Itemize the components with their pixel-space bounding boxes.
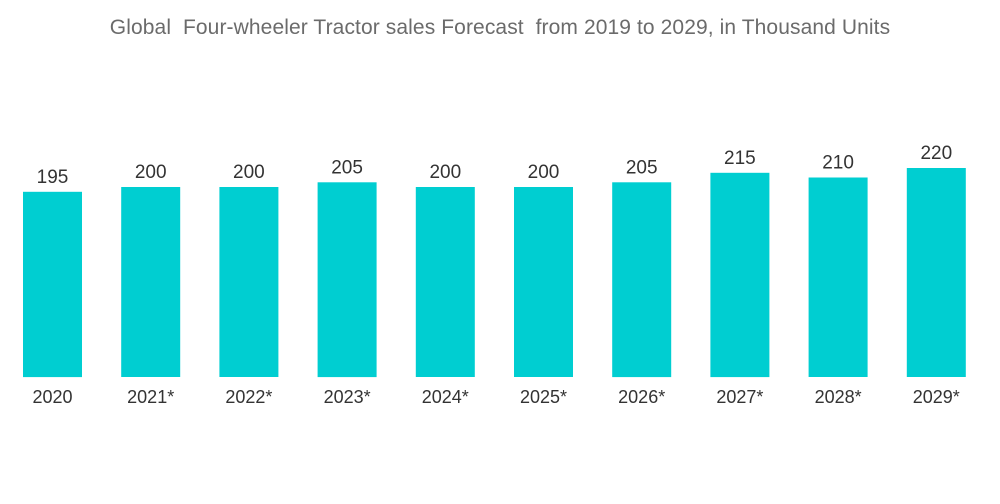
data-label-2022: 200 xyxy=(233,162,265,183)
x-tick-label-2027: 2027* xyxy=(716,387,763,407)
data-label-2026: 205 xyxy=(626,157,658,178)
x-tick-label-2026: 2026* xyxy=(618,387,665,407)
data-label-2023: 205 xyxy=(331,157,363,178)
data-label-2028: 210 xyxy=(822,153,854,174)
value-labels-group: 195 200 200 205 200 200 205 215 210 220 xyxy=(37,143,953,188)
bar-2024 xyxy=(415,187,475,377)
data-label-2027: 215 xyxy=(724,148,756,169)
data-label-2024: 200 xyxy=(429,162,461,183)
data-label-2021: 200 xyxy=(135,162,167,183)
bar-2023 xyxy=(317,182,377,378)
x-tick-label-2022: 2022* xyxy=(225,387,272,407)
bar-2027 xyxy=(710,172,770,378)
bar-2026 xyxy=(612,182,672,378)
data-label-2029: 220 xyxy=(920,143,952,164)
data-label-2025: 200 xyxy=(528,162,560,183)
x-tick-label-2023: 2023* xyxy=(324,387,371,407)
x-tick-label-2021: 2021* xyxy=(127,387,174,407)
bar-2029 xyxy=(906,168,966,377)
x-tick-labels-group: 2020 2021* 2022* 2023* 2024* 2025* 2026* 2027* 2… xyxy=(32,387,959,407)
data-label-2020: 195 xyxy=(37,167,69,188)
bar-2020 xyxy=(23,191,82,378)
x-tick-label-2024: 2024* xyxy=(422,387,469,407)
chart-title: Global Four-wheeler Tractor sales Foreca… xyxy=(109,16,891,39)
x-tick-label-2025: 2025* xyxy=(520,387,567,407)
bar-2021 xyxy=(121,187,181,377)
x-tick-label-2020: 2020 xyxy=(32,387,72,407)
x-tick-label-2029: 2029* xyxy=(913,387,960,407)
bar-2028 xyxy=(808,177,868,377)
bars-group xyxy=(23,168,966,378)
x-tick-label-2028: 2028* xyxy=(815,387,862,407)
bar-2025 xyxy=(514,187,573,377)
bar-2022 xyxy=(219,187,279,377)
